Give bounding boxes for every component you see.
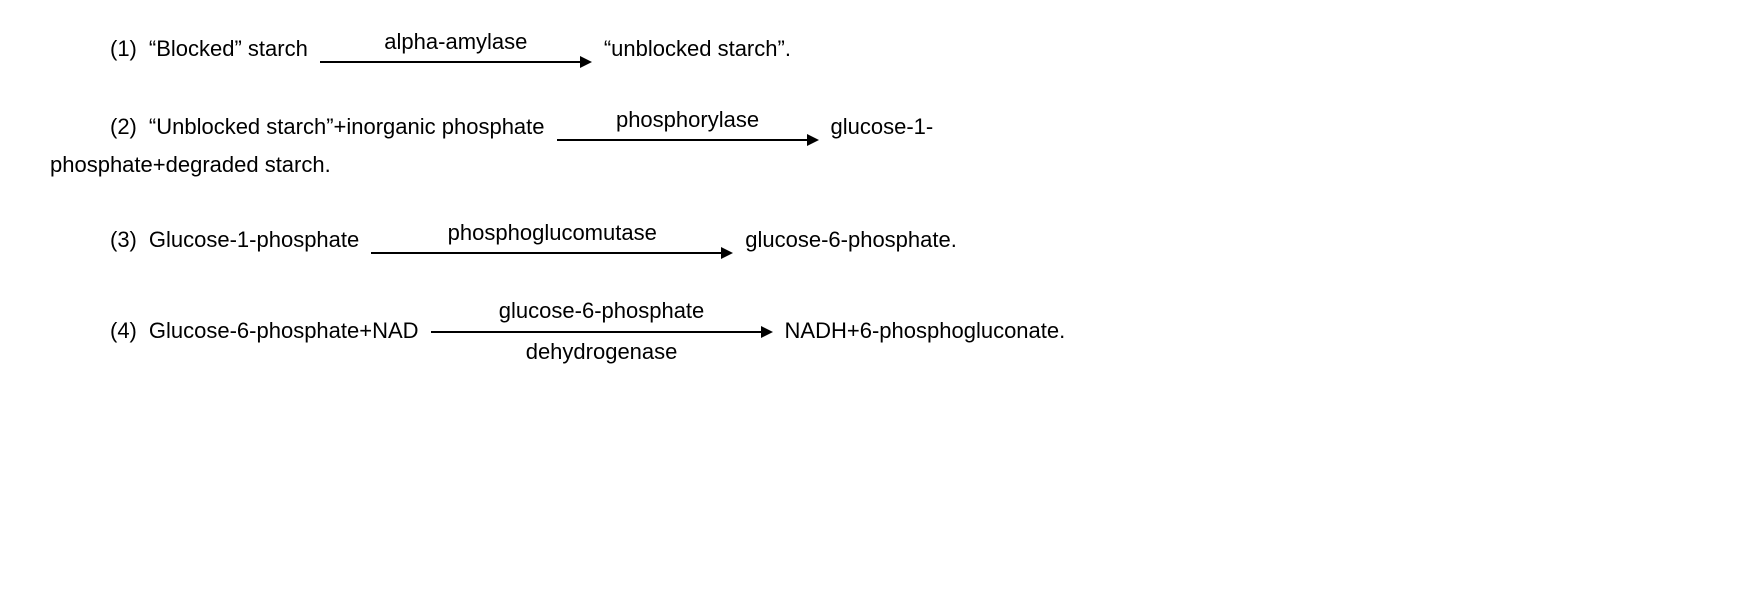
reaction-4-product: NADH+6-phosphogluconate. <box>785 316 1066 347</box>
reaction-4-reactant: Glucose-6-phosphate+NAD <box>149 316 419 347</box>
arrow-shaft-icon <box>371 252 721 254</box>
reaction-1-product: “unblocked starch”. <box>604 34 791 65</box>
reaction-2-cont-text: phosphate+degraded starch. <box>50 152 331 177</box>
reaction-4-line: (4) Glucose-6-phosphate+NAD glucose-6-ph… <box>110 299 1687 363</box>
reaction-2-arrow: phosphorylase <box>557 108 819 146</box>
arrow-head-icon <box>807 134 819 146</box>
reaction-2-line: (2) “Unblocked starch”+inorganic phospha… <box>110 108 1687 146</box>
reaction-1-line: (1) “Blocked” starch alpha-amylase “unbl… <box>110 30 1687 68</box>
reaction-4-number: (4) <box>110 316 137 347</box>
arrow-shaft-icon <box>557 139 807 141</box>
reaction-4-enzyme-bottom: dehydrogenase <box>526 340 678 364</box>
reaction-4-enzyme-top: glucose-6-phosphate <box>499 299 704 323</box>
arrow-shaft-icon <box>320 61 580 63</box>
reaction-2: (2) “Unblocked starch”+inorganic phospha… <box>50 108 1687 181</box>
reaction-2-reactant: “Unblocked starch”+inorganic phosphate <box>149 112 545 143</box>
reaction-1-arrow: alpha-amylase <box>320 30 592 68</box>
arrow-head-icon <box>580 56 592 68</box>
reaction-2-product: glucose-1- <box>831 112 934 143</box>
reaction-3-line: (3) Glucose-1-phosphate phosphoglucomuta… <box>110 221 1687 259</box>
reaction-3: (3) Glucose-1-phosphate phosphoglucomuta… <box>50 221 1687 259</box>
reaction-3-product: glucose-6-phosphate. <box>745 225 957 256</box>
reaction-3-arrow: phosphoglucomutase <box>371 221 733 259</box>
reaction-3-enzyme: phosphoglucomutase <box>448 221 657 245</box>
reaction-2-enzyme: phosphorylase <box>616 108 759 132</box>
reaction-2-continuation: phosphate+degraded starch. <box>50 150 1687 181</box>
reaction-1-reactant: “Blocked” starch <box>149 34 308 65</box>
arrow-line-icon <box>431 326 773 338</box>
reaction-4: (4) Glucose-6-phosphate+NAD glucose-6-ph… <box>50 299 1687 363</box>
reaction-3-number: (3) <box>110 225 137 256</box>
arrow-line-icon <box>320 56 592 68</box>
arrow-line-icon <box>557 134 819 146</box>
reaction-1-enzyme: alpha-amylase <box>384 30 527 54</box>
reaction-2-number: (2) <box>110 112 137 143</box>
arrow-head-icon <box>721 247 733 259</box>
arrow-shaft-icon <box>431 331 761 333</box>
reaction-1: (1) “Blocked” starch alpha-amylase “unbl… <box>50 30 1687 68</box>
arrow-head-icon <box>761 326 773 338</box>
reaction-3-reactant: Glucose-1-phosphate <box>149 225 359 256</box>
arrow-line-icon <box>371 247 733 259</box>
reaction-4-arrow: glucose-6-phosphate dehydrogenase <box>431 299 773 363</box>
reaction-1-number: (1) <box>110 34 137 65</box>
